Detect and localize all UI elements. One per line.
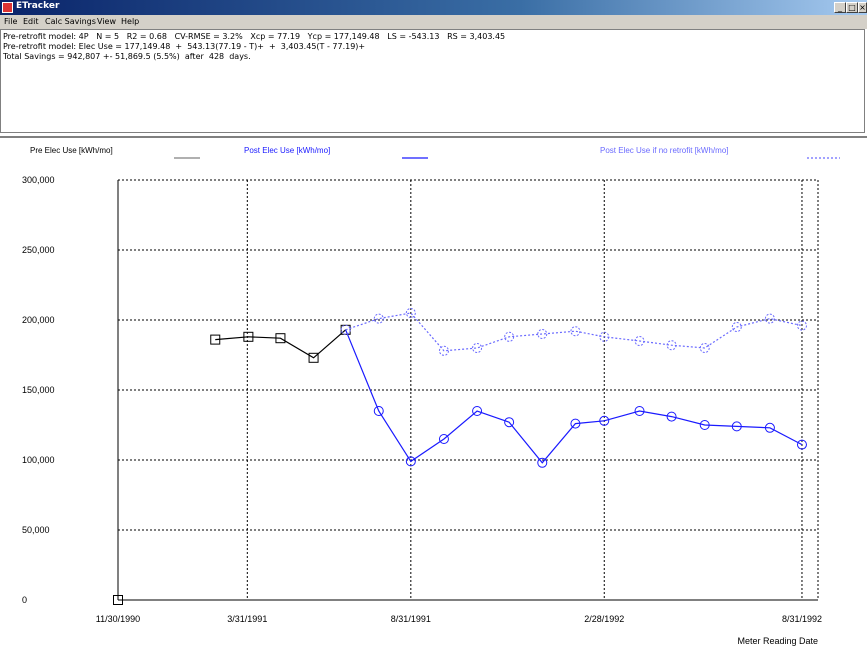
data-point-marker [275, 333, 286, 344]
data-point-marker [666, 340, 677, 351]
data-point-marker [113, 595, 123, 605]
data-point-marker [764, 422, 775, 433]
legend-label: Post Elec Use [kWh/mo] [244, 146, 330, 155]
chart-svg: 300,000 250,000 200,000 150,000 100,000 50,00… [22, 146, 840, 646]
series-line-2 [345, 312, 803, 352]
data-point-marker [570, 326, 581, 337]
x-tick-label: 2/28/1992 [584, 614, 624, 624]
menu-view[interactable]: View [97, 17, 116, 26]
chart-panel: 300,000 250,000 200,000 150,000 100,000 50,00… [0, 136, 867, 658]
data-point-marker [472, 343, 483, 353]
y-tick-label: 100,000 [22, 455, 55, 465]
data-point-marker [699, 420, 710, 430]
data-point-marker [796, 320, 807, 331]
data-point-marker [731, 421, 742, 432]
x-tick-label: 11/30/1990 [96, 614, 140, 624]
data-point-marker [599, 415, 610, 426]
total-savings-line: Total Savings = 942,807 +- 51,869.5 (5.5… [3, 52, 251, 61]
data-point-marker [373, 313, 384, 324]
data-point-marker [405, 456, 416, 467]
maximize-button[interactable]: □ [846, 2, 858, 13]
menu-file[interactable]: File [4, 17, 18, 26]
data-point-marker [537, 329, 548, 339]
close-button[interactable]: × [858, 2, 867, 13]
data-point-marker [666, 411, 677, 422]
data-point-marker [796, 439, 807, 450]
data-point-marker [504, 417, 515, 428]
data-point-marker [438, 434, 449, 444]
x-tick-label: 8/31/1991 [391, 614, 431, 624]
data-point-marker [243, 331, 254, 342]
model-stats-line: Pre-retrofit model: 4P N = 5 R2 = 0.68 C… [3, 32, 506, 41]
model-info-panel: Pre-retrofit model: 4P N = 5 R2 = 0.68 C… [0, 29, 865, 133]
data-point-marker [472, 406, 483, 416]
menu-help[interactable]: Help [121, 17, 140, 26]
y-tick-label: 250,000 [22, 245, 55, 255]
y-tick-label: 50,000 [22, 525, 50, 535]
data-point-marker [537, 457, 548, 468]
data-point-marker [570, 418, 581, 429]
data-point-marker [634, 336, 645, 346]
model-equation-line: Pre-retrofit model: Elec Use = 177,149.4… [3, 42, 366, 51]
title-bar: ETracker _ □ × [0, 0, 867, 15]
x-axis-title: Meter Reading Date [737, 636, 818, 646]
y-tick-label: 200,000 [22, 315, 55, 325]
x-tick-label: 3/31/1991 [227, 614, 267, 624]
series-line-0 [215, 329, 347, 359]
menu-bar: File Edit Calc Savings View Help [0, 15, 867, 29]
menu-edit[interactable]: Edit [23, 17, 39, 26]
y-tick-label: 0 [22, 595, 27, 605]
data-point-marker [764, 313, 775, 324]
data-point-marker [308, 352, 319, 363]
data-point-marker [405, 308, 416, 318]
x-tick-label: 8/31/1992 [782, 614, 822, 624]
legend-label: Pre Elec Use [kWh/mo] [30, 146, 113, 155]
window-title: ETracker [16, 1, 60, 11]
menu-calc-savings[interactable]: Calc Savings [45, 17, 96, 26]
y-tick-label: 300,000 [22, 175, 55, 185]
app-icon [2, 2, 13, 13]
data-point-marker [699, 343, 710, 353]
data-point-marker [731, 322, 742, 332]
data-point-marker [210, 334, 221, 345]
data-point-marker [634, 406, 645, 416]
series-line-1 [345, 329, 803, 464]
minimize-button[interactable]: _ [834, 2, 846, 13]
y-tick-label: 150,000 [22, 385, 55, 395]
legend-label: Post Elec Use if no retrofit [kWh/mo] [600, 146, 728, 155]
data-point-marker [340, 324, 351, 335]
data-point-marker [373, 406, 384, 416]
